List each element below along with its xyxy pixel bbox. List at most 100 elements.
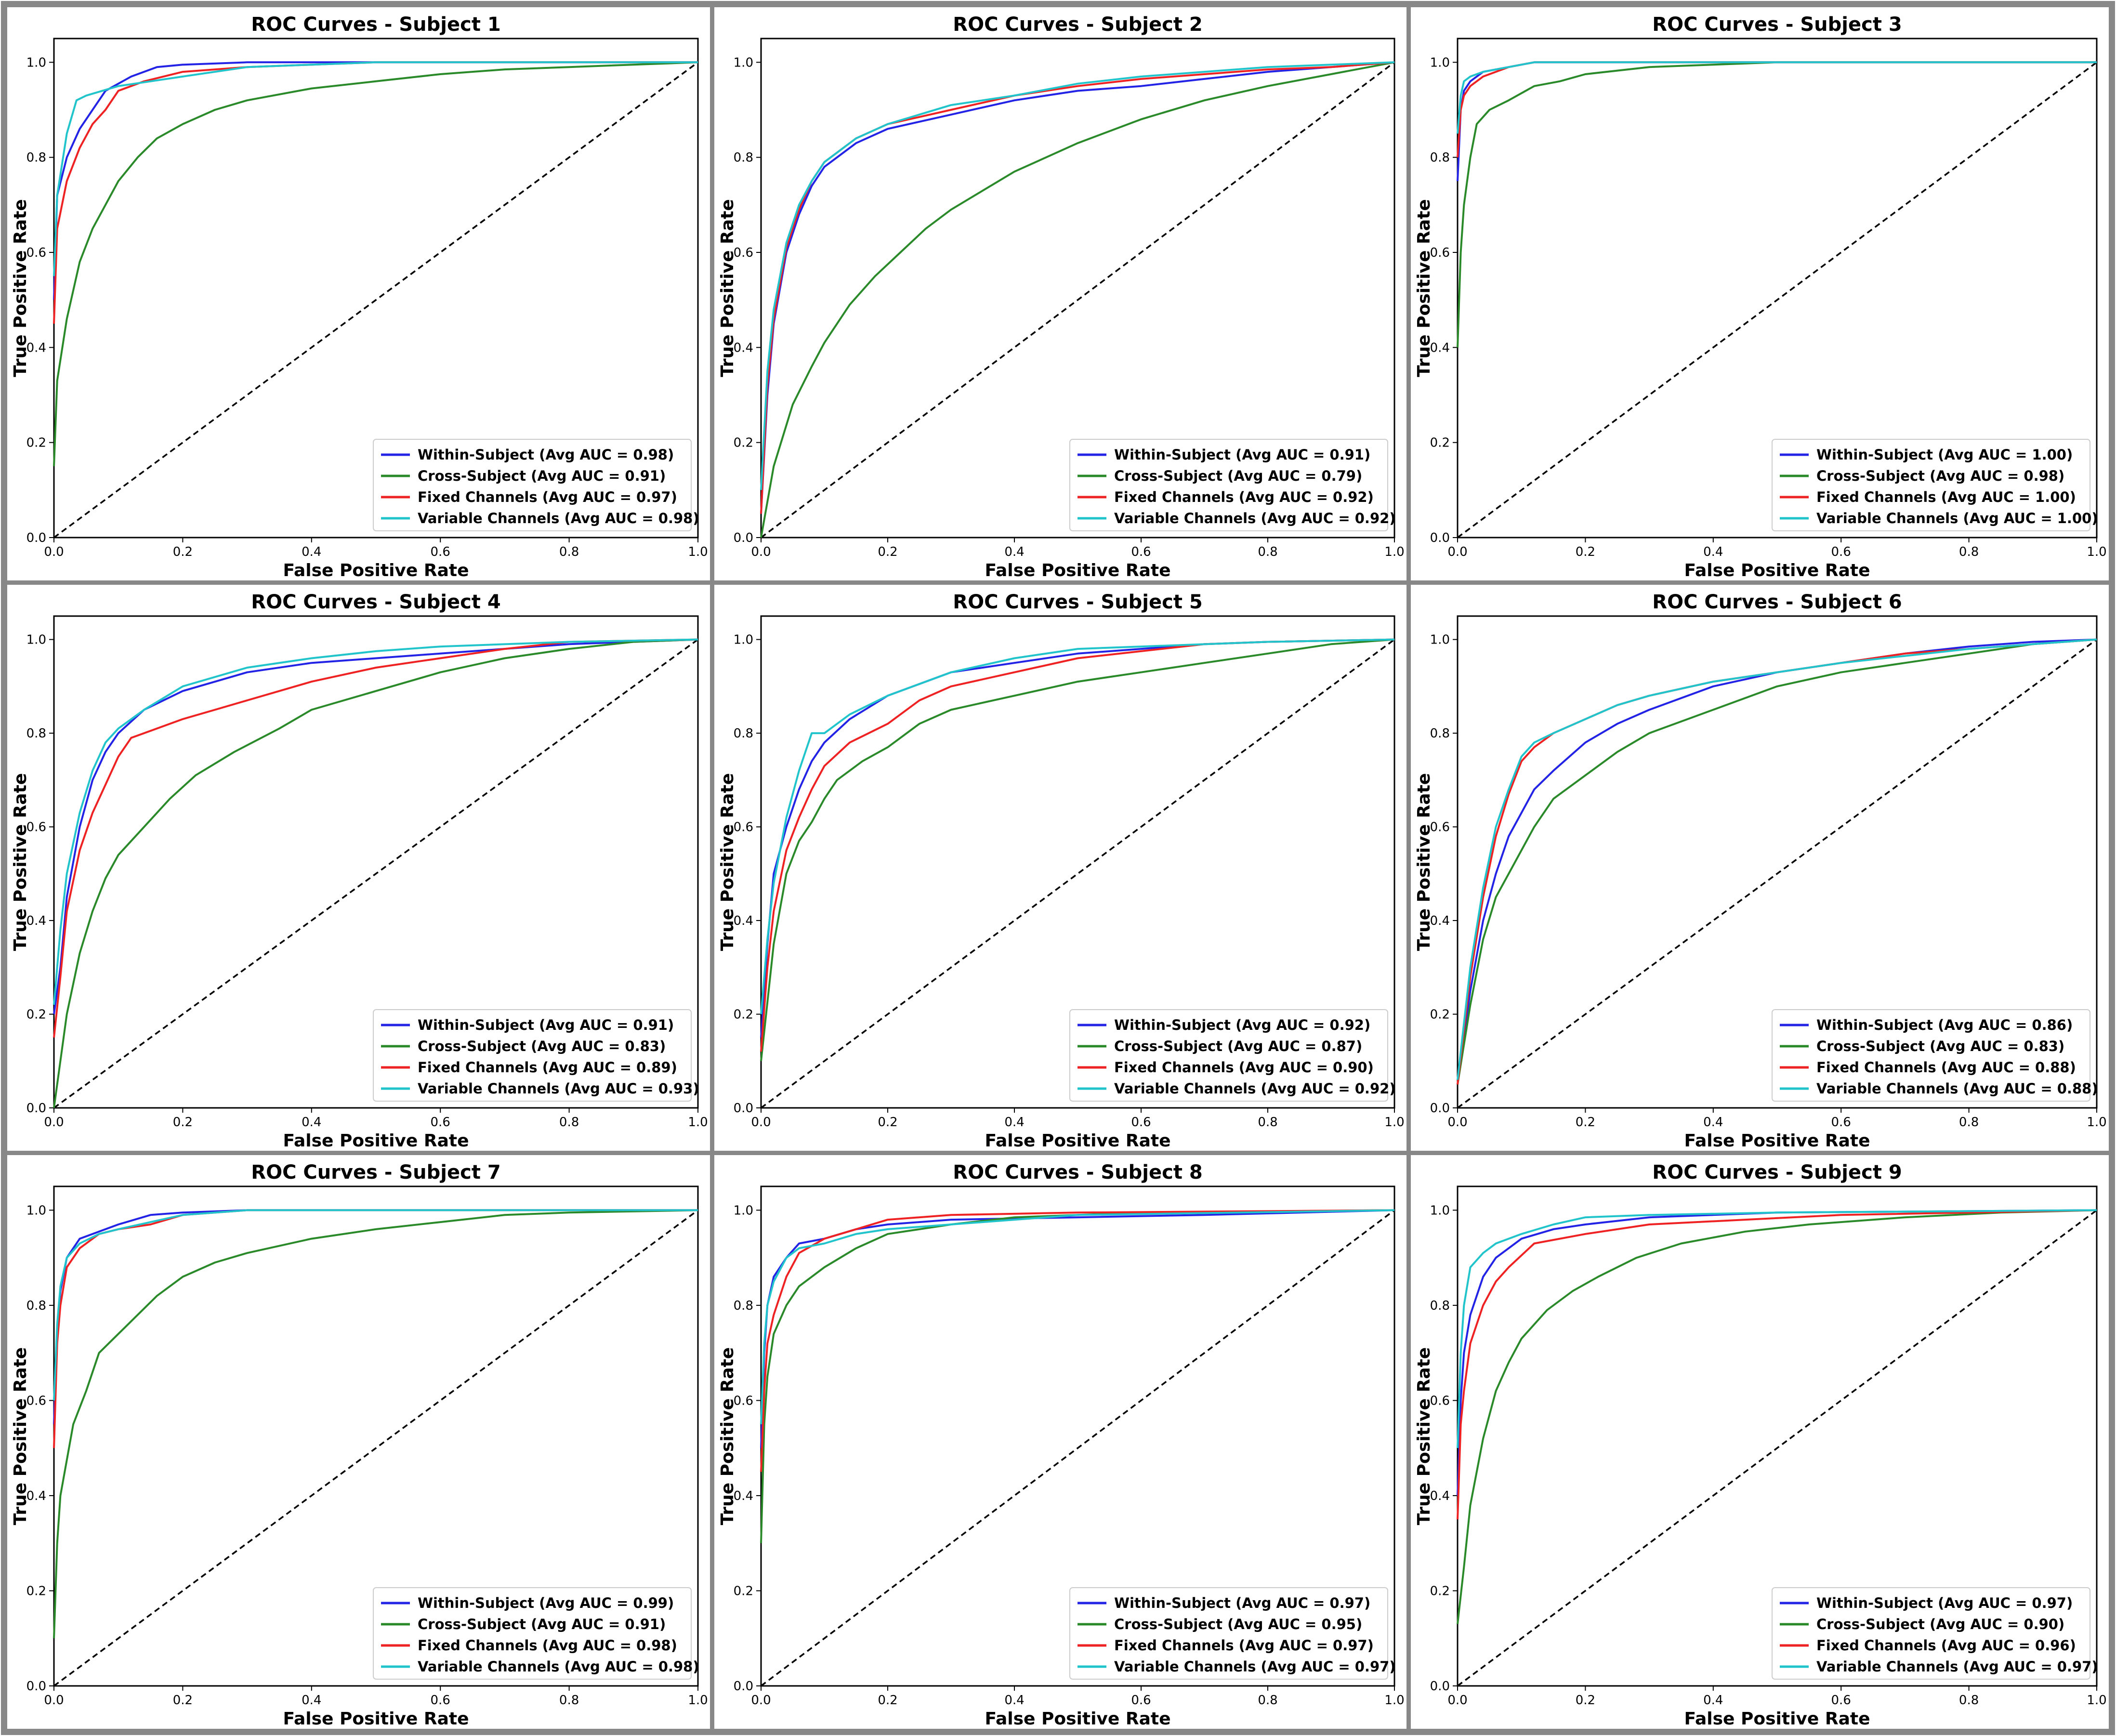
x-tick-label: 0.6: [1131, 1115, 1151, 1130]
chart-panel-1: ROC Curves - Subject 1 0.0 0.2 0.4 0.6 0.8 1.0…: [4, 4, 713, 583]
x-tick-label: 0.2: [1576, 545, 1595, 559]
roc-curve-cross: [760, 61, 1395, 538]
x-tick-label: 1.0: [2087, 1693, 2106, 1708]
legend-label: Fixed Channels (Avg AUC = 0.89): [418, 1059, 677, 1076]
legend-label: Cross-Subject (Avg AUC = 0.83): [1816, 1038, 2064, 1054]
x-tick-label: 0.2: [878, 1693, 897, 1708]
roc-curve-cross: [53, 61, 698, 467]
legend: Within-Subject (Avg AUC = 0.92) Cross-Sub…: [1069, 1009, 1396, 1102]
chart-panel-5: ROC Curves - Subject 5 0.0 0.2 0.4 0.6 0.8 1.0…: [711, 582, 1409, 1154]
chart-title: ROC Curves - Subject 8: [953, 1161, 1202, 1184]
legend-label: Variable Channels (Avg AUC = 0.93): [418, 1080, 699, 1097]
x-tick-label: 1.0: [2087, 545, 2106, 559]
y-tick-label: 0.6: [1430, 1394, 1450, 1408]
x-tick-label: 0.6: [431, 1115, 450, 1130]
y-tick-label: 0.0: [1430, 1101, 1450, 1116]
legend-label: Cross-Subject (Avg AUC = 0.90): [1816, 1616, 2064, 1632]
y-tick-label: 0.8: [26, 151, 46, 165]
y-axis-label: True Positive Rate: [718, 199, 737, 377]
legend-label: Fixed Channels (Avg AUC = 0.92): [1114, 489, 1374, 505]
y-tick-label: 0.4: [26, 341, 46, 355]
roc-curve-fixed: [53, 638, 698, 1038]
roc-curve-cross: [1457, 1209, 2097, 1624]
y-tick-label: 0.2: [1430, 436, 1450, 450]
legend-label: Within-Subject (Avg AUC = 0.91): [1114, 447, 1370, 463]
x-tick-label: 0.0: [44, 1115, 64, 1130]
y-tick-label: 0.4: [26, 914, 46, 928]
chance-diagonal-line: [1457, 1209, 2098, 1687]
y-tick-label: 0.4: [1430, 1489, 1450, 1503]
legend-box: [373, 1009, 692, 1102]
legend-box: [1772, 439, 2090, 531]
x-tick-label: 0.2: [878, 545, 897, 559]
chance-diagonal-line: [53, 1209, 699, 1687]
legend: Within-Subject (Avg AUC = 0.91) Cross-Sub…: [373, 1009, 699, 1102]
legend-box: [1069, 1009, 1388, 1102]
x-axis-label: False Positive Rate: [985, 1709, 1171, 1729]
x-tick-label: 0.0: [44, 545, 64, 559]
x-tick-label: 0.4: [1004, 1693, 1024, 1708]
legend-box: [1069, 1587, 1388, 1680]
legend-label: Within-Subject (Avg AUC = 0.97): [1114, 1595, 1370, 1611]
x-tick-label: 0.4: [302, 545, 321, 559]
x-tick-label: 1.0: [688, 1115, 708, 1130]
y-tick-label: 0.0: [734, 531, 753, 545]
x-tick-label: 1.0: [688, 545, 708, 559]
legend-label: Within-Subject (Avg AUC = 0.86): [1816, 1017, 2073, 1033]
roc-curve-fixed: [760, 638, 1395, 1052]
chance-diagonal-line: [53, 639, 699, 1109]
legend-label: Variable Channels (Avg AUC = 0.97): [1816, 1658, 2098, 1675]
y-axis-label: True Positive Rate: [1414, 199, 1434, 377]
x-tick-label: 1.0: [1384, 1693, 1404, 1708]
chart-title: ROC Curves - Subject 6: [1652, 591, 1902, 613]
y-tick-label: 0.0: [26, 1679, 46, 1694]
legend-label: Within-Subject (Avg AUC = 0.92): [1114, 1017, 1370, 1033]
x-tick-label: 0.0: [751, 1693, 771, 1708]
chance-diagonal-line: [53, 61, 699, 539]
y-tick-label: 0.4: [1430, 341, 1450, 355]
x-tick-label: 0.8: [1258, 545, 1277, 559]
x-axis-label: False Positive Rate: [985, 561, 1171, 580]
x-axis-label: False Positive Rate: [283, 561, 469, 580]
y-tick-label: 0.6: [734, 246, 753, 260]
legend: Within-Subject (Avg AUC = 0.91) Cross-Sub…: [1069, 439, 1396, 531]
chart-panel-7: ROC Curves - Subject 7 0.0 0.2 0.4 0.6 0.8 1.0…: [4, 1152, 713, 1732]
y-tick-label: 0.8: [1430, 151, 1450, 165]
x-tick-label: 0.8: [559, 1115, 579, 1130]
y-tick-label: 0.4: [734, 914, 753, 928]
y-tick-label: 0.0: [26, 1101, 46, 1116]
chart-title: ROC Curves - Subject 5: [953, 591, 1202, 613]
x-tick-label: 0.8: [1258, 1693, 1277, 1708]
legend-label: Variable Channels (Avg AUC = 0.88): [1816, 1080, 2098, 1097]
y-tick-label: 0.8: [734, 1299, 753, 1313]
y-tick-label: 0.2: [1430, 1584, 1450, 1598]
y-tick-label: 0.8: [734, 726, 753, 741]
legend-label: Cross-Subject (Avg AUC = 0.91): [418, 468, 666, 484]
y-tick-label: 0.6: [734, 1394, 753, 1408]
legend-label: Cross-Subject (Avg AUC = 0.87): [1114, 1038, 1362, 1054]
legend-label: Cross-Subject (Avg AUC = 0.95): [1114, 1616, 1362, 1632]
y-tick-label: 1.0: [1430, 55, 1450, 70]
legend-label: Variable Channels (Avg AUC = 0.97): [1114, 1658, 1396, 1675]
legend-box: [1772, 1587, 2090, 1680]
chart-title: ROC Curves - Subject 2: [953, 13, 1202, 36]
y-tick-label: 0.6: [26, 246, 46, 260]
x-tick-label: 0.6: [1131, 1693, 1151, 1708]
x-tick-label: 0.2: [173, 545, 193, 559]
y-tick-label: 0.8: [1430, 1299, 1450, 1313]
y-tick-label: 0.6: [26, 1394, 46, 1408]
chance-diagonal-line: [760, 61, 1395, 539]
y-axis-label: True Positive Rate: [1414, 1347, 1434, 1525]
legend-label: Fixed Channels (Avg AUC = 0.97): [418, 489, 677, 505]
y-tick-label: 0.2: [26, 436, 46, 450]
chance-diagonal-line: [1457, 61, 2098, 539]
roc-curve-variable: [53, 1209, 698, 1401]
legend-label: Cross-Subject (Avg AUC = 0.91): [418, 1616, 666, 1632]
x-tick-label: 0.6: [1131, 545, 1151, 559]
chart-title: ROC Curves - Subject 9: [1652, 1161, 1902, 1184]
legend-label: Fixed Channels (Avg AUC = 0.98): [418, 1637, 677, 1654]
roc-curve-variable: [1457, 61, 2097, 134]
roc-curve-variable: [760, 638, 1395, 1014]
legend-label: Cross-Subject (Avg AUC = 0.79): [1114, 468, 1362, 484]
